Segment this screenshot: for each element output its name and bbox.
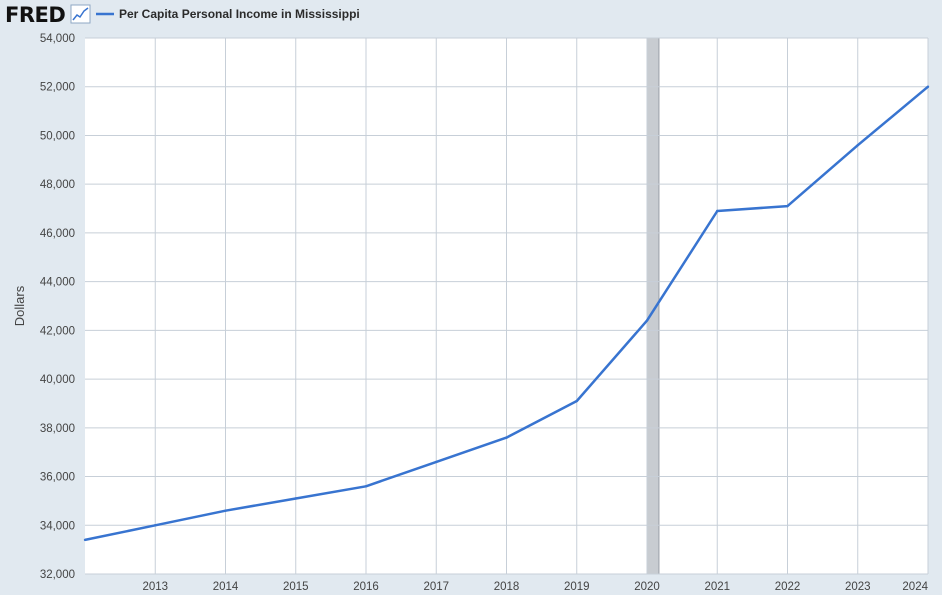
y-tick-label: 48,000	[40, 179, 75, 191]
data-point	[224, 509, 227, 512]
data-point	[575, 399, 578, 403]
y-axis-ticks: 32,000 34,000 36,000 38,000 40,000 42,000 44,0…	[40, 33, 75, 581]
header: FRED Per Capita Personal Income in Missi…	[5, 3, 360, 27]
data-point	[83, 538, 87, 542]
data-point	[856, 144, 859, 147]
data-point	[435, 460, 438, 464]
y-tick-label: 54,000	[40, 33, 75, 45]
data-point	[505, 436, 508, 439]
x-axis-ticks: 2013 2014 2015 2016 2017 2018 2019 2020 2021 2022…	[142, 581, 928, 593]
x-tick-label: 2014	[213, 581, 239, 593]
x-tick-label: 2023	[845, 581, 871, 593]
x-tick-label: 2016	[353, 581, 379, 593]
x-tick-label: 2024	[902, 581, 928, 593]
x-tick-label: 2019	[564, 581, 590, 593]
data-point	[364, 485, 368, 488]
legend-series-label: Per Capita Personal Income in Mississipp…	[119, 7, 360, 21]
y-tick-label: 36,000	[40, 472, 75, 484]
x-tick-label: 2017	[423, 581, 449, 593]
series-line-layer	[83, 85, 930, 542]
y-tick-label: 42,000	[40, 325, 75, 337]
x-tick-label: 2022	[775, 581, 801, 593]
grid-layer	[85, 37, 929, 575]
y-tick-label: 50,000	[40, 130, 75, 142]
data-point	[645, 319, 649, 322]
y-tick-label: 44,000	[40, 277, 75, 289]
y-axis-label: Dollars	[12, 285, 27, 326]
x-tick-label: 2013	[142, 581, 168, 593]
data-point	[294, 497, 297, 500]
y-tick-label: 34,000	[40, 520, 75, 532]
legend: Per Capita Personal Income in Mississipp…	[96, 7, 360, 21]
data-point	[154, 524, 157, 527]
data-point	[786, 204, 789, 208]
x-tick-label: 2021	[704, 581, 730, 593]
data-point	[926, 85, 930, 88]
y-tick-label: 46,000	[40, 228, 75, 240]
x-tick-label: 2018	[494, 581, 520, 593]
x-tick-label: 2020	[634, 581, 660, 593]
fred-logo[interactable]: FRED	[5, 3, 66, 27]
y-tick-label: 32,000	[40, 569, 75, 581]
line-graph-icon	[70, 4, 91, 24]
y-tick-label: 52,000	[40, 82, 75, 94]
data-point	[716, 209, 719, 213]
y-tick-label: 40,000	[40, 374, 75, 386]
y-tick-label: 38,000	[40, 423, 75, 435]
x-tick-label: 2015	[283, 581, 309, 593]
